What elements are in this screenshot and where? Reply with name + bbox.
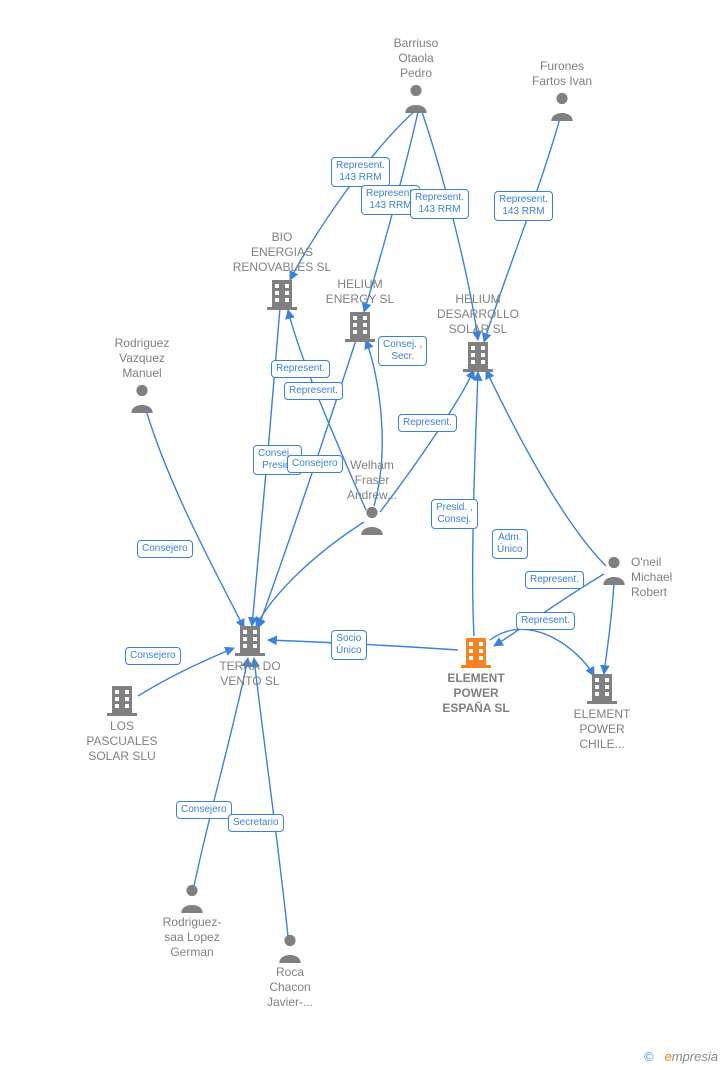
node-label: Rodriguez- saa Lopez German [132,915,252,960]
copyright: © empresia [644,1049,718,1064]
edge-label: Represent. [525,571,584,589]
node-welham[interactable]: Welham Fraser Andrew... [359,505,385,535]
edge-label: Consejero [176,801,232,819]
edge-label: Consejero [125,647,181,665]
node-element_es[interactable]: ELEMENT POWER ESPAÑA SL [459,635,493,669]
node-rodriguezV[interactable]: Rodriguez Vazquez Manuel [129,383,155,413]
edge-label: Represent. [516,612,575,630]
edge-rodriguezS-terra [194,658,248,886]
node-label: ELEMENT POWER CHILE... [542,707,662,752]
person-icon [129,383,155,413]
node-element_cl[interactable]: ELEMENT POWER CHILE... [585,671,619,705]
node-label: HELIUM ENERGY SL [300,277,420,307]
node-oneil[interactable]: O'neil Michael Robert [601,555,627,585]
building-icon [105,683,139,717]
brand-first: e [665,1049,672,1064]
edge-label: Presid. , Consej. [431,499,478,529]
building-icon [461,339,495,373]
node-label: TERRA DO VENTO SL [190,659,310,689]
person-icon [179,883,205,913]
brand-rest: mpresia [672,1049,718,1064]
edge-label: Adm. Único [492,529,528,559]
edge-label: Secretario [228,814,284,832]
building-icon [343,309,377,343]
node-label: Rodriguez Vazquez Manuel [82,336,202,381]
edge-label: Represent. [284,382,343,400]
node-heliumE[interactable]: HELIUM ENERGY SL [343,309,377,343]
person-icon [601,555,627,585]
node-bio[interactable]: BIO ENERGIAS RENOVABLES SL [265,277,299,311]
building-icon [233,623,267,657]
edge-oneil-element_cl [604,582,614,674]
edge-label: Consejero [137,540,193,558]
node-label: Barriuso Otaola Pedro [356,36,476,81]
edge-label: Represent. [271,360,330,378]
node-rodriguezS[interactable]: Rodriguez- saa Lopez German [179,883,205,913]
person-icon [277,933,303,963]
node-label: Roca Chacon Javier-... [230,965,350,1010]
edge-label: Represent. 143 RRM [410,189,469,219]
edge-roca-terra [254,658,288,936]
node-label: BIO ENERGIAS RENOVABLES SL [222,230,342,275]
node-pascuales[interactable]: LOS PASCUALES SOLAR SLU [105,683,139,717]
node-barriuso[interactable]: Barriuso Otaola Pedro [403,83,429,113]
edge-label: Consej. , Secr. [378,336,427,366]
edge-label: Socio Único [331,630,367,660]
copyright-symbol: © [644,1049,654,1064]
edge-element_es-element_cl [490,629,594,676]
node-label: HELIUM DESARROLLO SOLAR SL [418,292,538,337]
person-icon [549,91,575,121]
edge-label: Represent. [398,414,457,432]
building-icon [265,277,299,311]
person-icon [359,505,385,535]
node-terra[interactable]: TERRA DO VENTO SL [233,623,267,657]
edge-label: Consejero [287,455,343,473]
node-roca[interactable]: Roca Chacon Javier-... [277,933,303,963]
edge-label: Represent. 143 RRM [331,157,390,187]
node-label: ELEMENT POWER ESPAÑA SL [416,671,536,716]
node-label: LOS PASCUALES SOLAR SLU [62,719,182,764]
node-heliumD[interactable]: HELIUM DESARROLLO SOLAR SL [461,339,495,373]
building-icon [459,635,493,669]
edge-welham-terra [256,522,364,626]
person-icon [403,83,429,113]
building-icon [585,671,619,705]
node-label: Furones Fartos Ivan [502,59,622,89]
edge-label: Represent. 143 RRM [494,191,553,221]
node-furones[interactable]: Furones Fartos Ivan [549,91,575,121]
node-label: O'neil Michael Robert [631,555,711,600]
edge-rodriguezV-terra [146,410,244,628]
